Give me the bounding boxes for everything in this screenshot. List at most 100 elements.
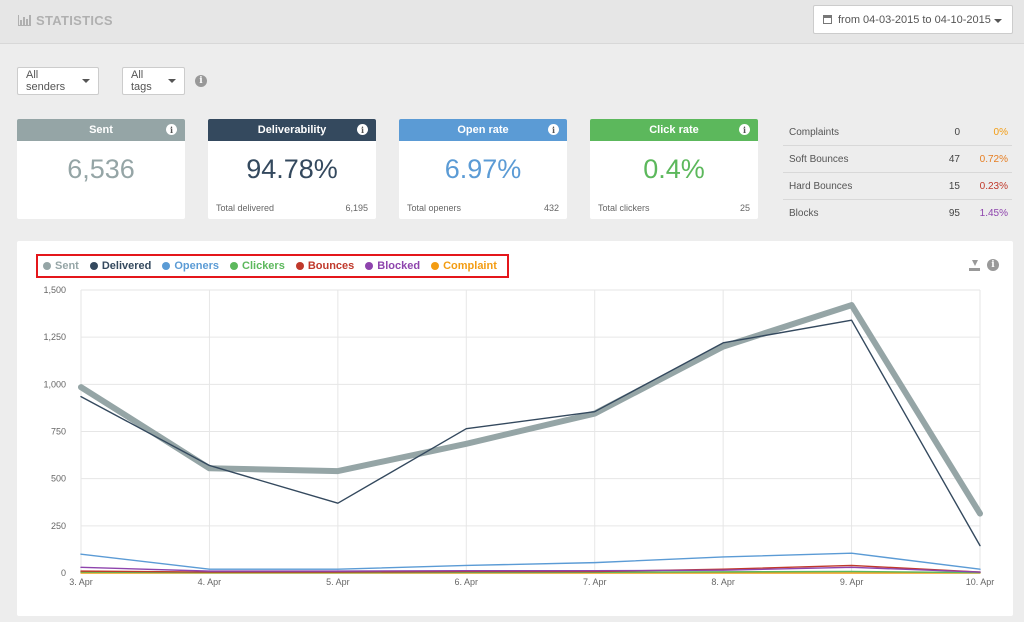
legend-dot — [43, 262, 51, 270]
y-tick-label: 0 — [61, 568, 66, 578]
legend-item-complaint[interactable]: Complaint — [431, 260, 497, 272]
card-sent-value: 6,536 — [67, 154, 135, 184]
x-tick-label: 10. Apr — [966, 577, 995, 587]
download-icon[interactable] — [969, 259, 980, 271]
y-tick-label: 1,000 — [43, 379, 66, 389]
x-tick-label: 4. Apr — [198, 577, 222, 587]
card-open-rate-footer: Total openers 432 — [407, 203, 559, 213]
card-sent-header: Sent i — [17, 119, 185, 141]
legend-dot — [162, 262, 171, 270]
series-line-bounces — [80, 564, 981, 573]
y-tick-label: 250 — [51, 521, 66, 531]
top-bar: STATISTICS from 04-03-2015 to 04-10-2015 — [0, 0, 1024, 44]
card-click-rate-header: Click rate i — [590, 119, 758, 141]
legend-label: Bounces — [307, 260, 355, 272]
side-stat-label: Soft Bounces — [789, 153, 849, 165]
series-line-delivered — [80, 319, 981, 547]
side-stat-row: Complaints 0 0% — [783, 119, 1012, 146]
x-tick-label: 9. Apr — [840, 577, 864, 587]
x-tick-label: 3. Apr — [69, 577, 93, 587]
legend-dot — [365, 262, 374, 270]
side-stat-row: Blocks 95 1.45% — [783, 200, 1012, 227]
info-icon[interactable]: i — [739, 124, 750, 135]
legend-item-openers[interactable]: Openers — [162, 260, 219, 272]
card-foot-value: 6,195 — [345, 203, 368, 213]
page-title: STATISTICS — [18, 13, 113, 28]
chevron-down-icon — [168, 79, 176, 83]
card-open-rate-title: Open rate — [457, 124, 509, 136]
card-click-rate-footer: Total clickers 25 — [598, 203, 750, 213]
bar-chart-icon — [18, 15, 31, 26]
card-open-rate-header: Open rate i — [399, 119, 567, 141]
y-tick-label: 750 — [51, 427, 66, 437]
legend-item-delivered[interactable]: Delivered — [89, 260, 152, 272]
legend-dot — [431, 262, 440, 270]
card-deliverability-footer: Total delivered 6,195 — [216, 203, 368, 213]
x-tick-label: 8. Apr — [711, 577, 735, 587]
card-foot-value: 432 — [543, 203, 559, 213]
legend-item-bounces[interactable]: Bounces — [295, 260, 355, 272]
legend-label: Complaint — [443, 260, 497, 272]
card-foot-label: Total clickers — [598, 203, 650, 213]
series-line-sent — [78, 302, 983, 517]
x-tick-label: 7. Apr — [583, 577, 607, 587]
side-stat-label: Hard Bounces — [789, 180, 853, 192]
tags-dropdown[interactable]: All tags — [122, 67, 185, 95]
card-foot-label: Total openers — [407, 203, 462, 213]
x-tick-label: 6. Apr — [455, 577, 479, 587]
card-click-rate-title: Click rate — [649, 124, 699, 136]
legend-label: Sent — [55, 260, 79, 272]
legend-label: Blocked — [377, 260, 421, 272]
info-icon[interactable]: i — [357, 124, 368, 135]
card-sent: Sent i 6,536 — [17, 119, 185, 219]
chart-info-icon[interactable]: i — [987, 259, 999, 271]
legend-dot — [295, 262, 304, 270]
y-tick-label: 1,250 — [43, 332, 66, 342]
senders-dropdown[interactable]: All senders — [17, 67, 99, 95]
card-deliverability: Deliverability i 94.78% Total delivered … — [208, 119, 376, 219]
side-stat-pct: 1.45% — [979, 208, 1008, 219]
senders-dropdown-label: All senders — [26, 69, 66, 93]
y-tick-label: 500 — [51, 474, 66, 484]
card-foot-label: Total delivered — [216, 203, 275, 213]
series-line-openers — [80, 552, 981, 570]
side-stats-table: Complaints 0 0% Soft Bounces 47 0.72% Ha… — [783, 119, 1012, 227]
date-range-label: from 04-03-2015 to 04-10-2015 — [838, 13, 991, 26]
y-tick-label: 1,500 — [43, 285, 66, 295]
side-stat-count: 47 — [948, 153, 960, 165]
legend-item-sent[interactable]: Sent — [43, 260, 79, 272]
side-stat-count: 95 — [948, 208, 960, 219]
info-icon[interactable]: i — [166, 124, 177, 135]
filters-info-icon[interactable]: i — [195, 75, 207, 87]
chart-panel: Sent Delivered Openers Clickers Bounces … — [17, 241, 1013, 616]
card-deliverability-header: Deliverability i — [208, 119, 376, 141]
legend-item-clickers[interactable]: Clickers — [230, 260, 285, 272]
legend-dot — [89, 262, 98, 270]
chevron-down-icon — [994, 19, 1002, 23]
chart-legend: Sent Delivered Openers Clickers Bounces … — [36, 254, 509, 278]
card-open-rate-value: 6.97% — [444, 154, 522, 184]
x-tick-label: 5. Apr — [326, 577, 350, 587]
card-foot-value: 25 — [739, 203, 750, 213]
side-stat-label: Blocks — [789, 208, 819, 219]
calendar-icon — [823, 15, 832, 24]
side-stat-pct: 0.23% — [979, 180, 1008, 192]
info-icon[interactable]: i — [548, 124, 559, 135]
legend-item-blocked[interactable]: Blocked — [365, 260, 420, 272]
card-sent-title: Sent — [89, 124, 113, 136]
card-click-rate-value: 0.4% — [643, 154, 705, 184]
date-range-picker[interactable]: from 04-03-2015 to 04-10-2015 — [813, 5, 1013, 34]
chevron-down-icon — [82, 79, 90, 83]
legend-label: Delivered — [101, 260, 152, 272]
side-stat-row: Soft Bounces 47 0.72% — [783, 146, 1012, 173]
legend-label: Clickers — [242, 260, 285, 272]
line-chart: 0 250 500 750 1,000 1,250 1,500 3. Apr 4. Apr 5. … — [43, 285, 995, 587]
card-deliverability-value: 94.78% — [246, 154, 338, 184]
legend-label: Openers — [174, 260, 220, 272]
card-deliverability-title: Deliverability — [257, 124, 327, 136]
side-stat-row: Hard Bounces 15 0.23% — [783, 173, 1012, 200]
side-stat-label: Complaints — [789, 126, 840, 138]
tags-dropdown-label: All tags — [131, 69, 152, 93]
side-stat-count: 0 — [954, 126, 960, 138]
chart-tools: i — [969, 259, 999, 271]
